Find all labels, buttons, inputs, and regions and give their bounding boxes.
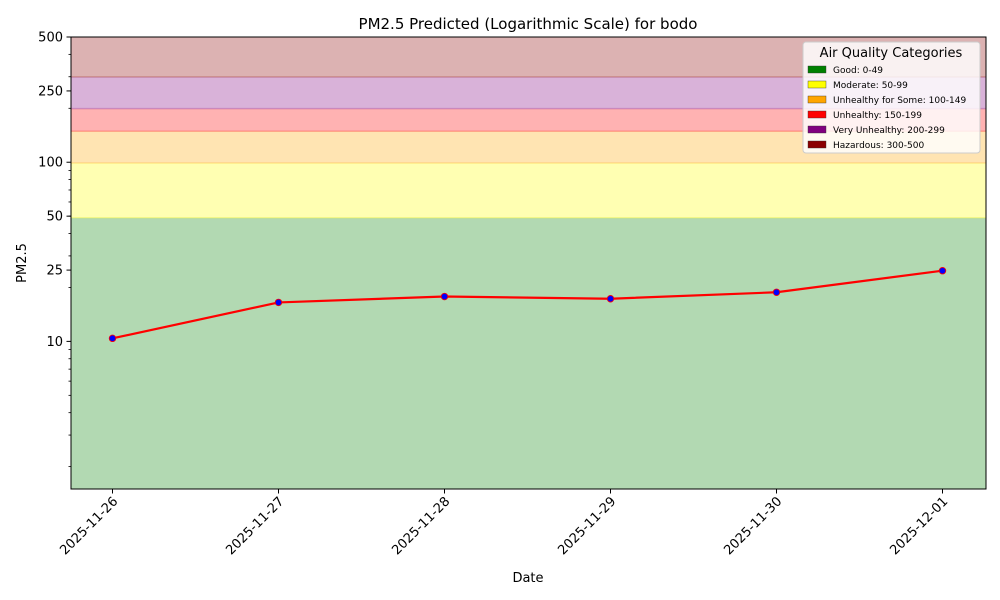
data-point-0-4 [772,288,781,296]
legend-label-4: Very Unhealthy: 200-299 [833,126,945,136]
data-point-0-3 [606,295,615,303]
x-tick-label-1: 2025-11-27 [223,494,287,558]
data-point-0-5 [938,267,947,275]
legend-label-3: Unhealthy: 150-199 [833,111,922,121]
legend-swatch-4 [807,125,827,134]
x-axis-label: Date [512,571,543,586]
y-tick-label-2: 50 [46,210,63,225]
legend-label-0: Good: 0-49 [833,66,883,76]
legend-title: Air Quality Categories [820,46,963,61]
x-tick-label-3: 2025-11-29 [555,494,619,558]
aqi-band-3 [71,108,986,132]
x-tick-label-0: 2025-11-26 [57,494,121,558]
x-tick-label-2: 2025-11-28 [389,494,453,558]
chart-title: PM2.5 Predicted (Logarithmic Scale) for … [359,15,698,33]
y-axis: 10 25 50 100 250 500 [38,31,71,350]
aqi-band-1 [71,163,986,218]
x-tick-label-4: 2025-11-30 [721,494,785,558]
plot-frame [70,36,987,490]
legend-swatch-3 [807,110,827,119]
legend-swatch-0 [807,65,827,74]
aqi-band-0 [71,217,986,489]
y-tick-label-5: 500 [38,31,63,46]
legend-swatch-5 [807,140,827,149]
data-point-0-0 [108,334,117,343]
legend-swatch-2 [807,95,827,104]
legend-items: Good: 0-49 Moderate: 50-99 Unhealthy for S… [807,65,966,151]
legend: Air Quality Categories Good: 0-49 Moderat… [802,41,981,154]
y-tick-label-0: 10 [46,335,63,350]
legend-label-2: Unhealthy for Some: 100-149 [833,96,966,106]
y-tick-label-1: 25 [46,264,63,279]
y-tick-label-4: 250 [38,84,63,99]
data-point-0-2 [440,292,449,301]
x-axis: 2025-11-26 2025-11-27 2025-11-28 2025-11-29… [57,489,951,558]
series-line-0 [112,269,943,340]
legend-label-1: Moderate: 50-99 [833,81,908,91]
data-point-0-1 [274,298,283,307]
legend-box [802,41,981,154]
legend-swatch-1 [807,80,827,89]
aqi-bands [71,37,986,489]
y-tick-label-3: 100 [38,156,63,171]
series-markers [108,267,947,343]
y-axis-label: PM2.5 [15,243,30,283]
series-lines [112,269,943,340]
x-tick-label-5: 2025-12-01 [887,494,951,558]
legend-label-5: Hazardous: 300-500 [833,141,924,151]
